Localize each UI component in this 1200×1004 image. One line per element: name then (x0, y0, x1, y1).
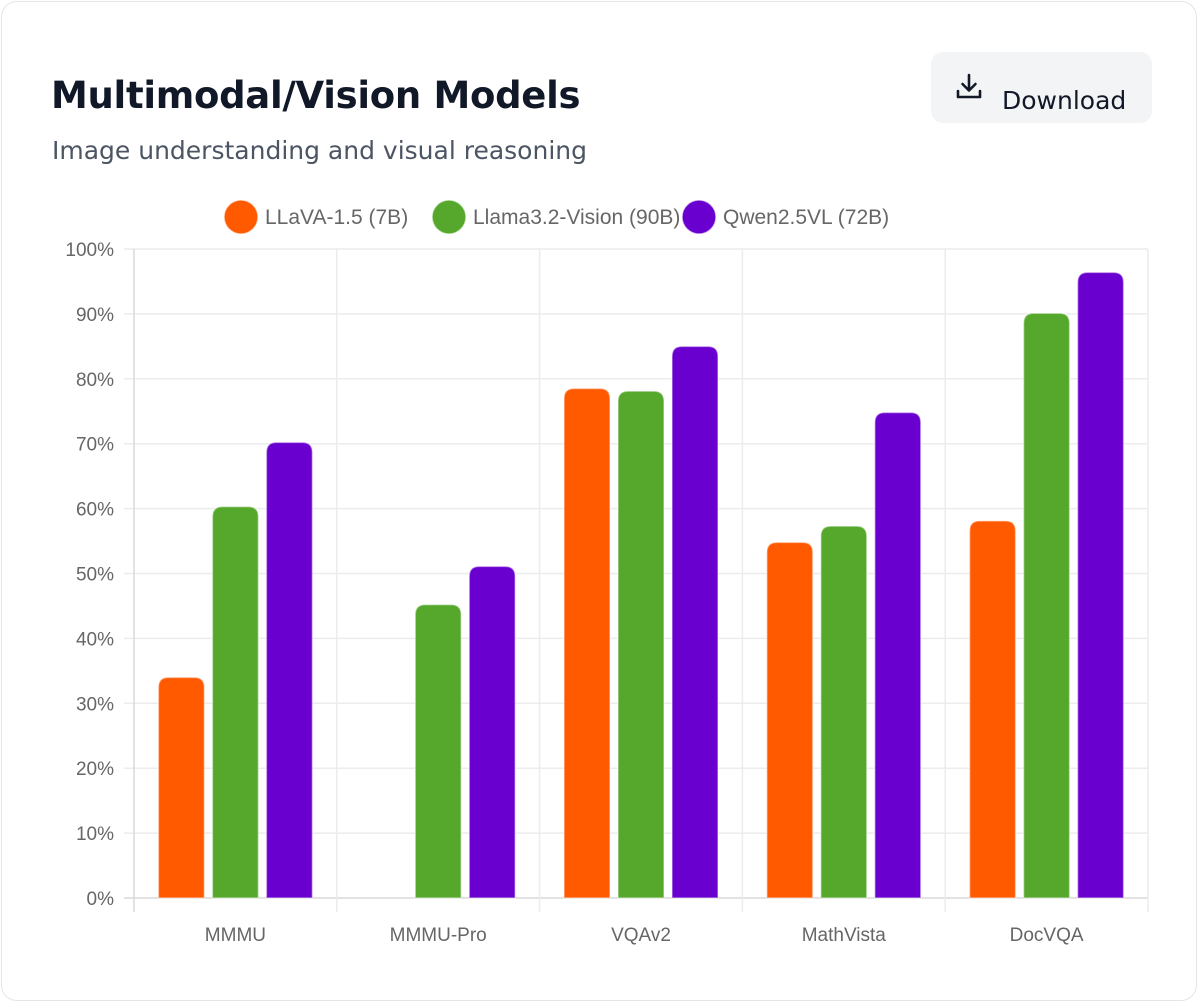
y-tick-label: 90% (76, 305, 114, 326)
download-label: Download (1002, 86, 1127, 115)
legend-label[interactable]: Llama3.2-Vision (90B) (473, 206, 680, 229)
legend-swatch (223, 199, 259, 235)
legend-label[interactable]: Qwen2.5VL (72B) (723, 206, 889, 229)
y-tick-label: 0% (87, 889, 115, 910)
y-tick-label: 20% (76, 759, 114, 780)
bar[interactable] (671, 345, 719, 899)
y-tick-label: 100% (65, 240, 114, 261)
y-tick-label: 70% (76, 435, 114, 456)
x-tick-label: MMMU (205, 925, 266, 946)
bar[interactable] (468, 565, 516, 899)
x-tick-label: DocVQA (1010, 925, 1084, 946)
bar[interactable] (968, 520, 1017, 899)
y-tick-label: 50% (76, 565, 114, 586)
page-title: Multimodal/Vision Models (51, 74, 581, 117)
x-tick-label: MathVista (802, 925, 887, 946)
download-icon (956, 73, 982, 99)
bar[interactable] (211, 505, 260, 899)
y-tick-label: 40% (76, 629, 114, 650)
bar[interactable] (820, 525, 868, 899)
download-button[interactable]: Download (931, 52, 1152, 123)
bar[interactable] (874, 411, 922, 899)
bar[interactable] (617, 390, 665, 899)
page-subtitle: Image understanding and visual reasoning (52, 136, 587, 165)
legend-swatch (431, 199, 467, 235)
y-tick-label: 60% (76, 500, 114, 521)
bar[interactable] (1022, 312, 1071, 899)
bar[interactable] (766, 541, 814, 899)
legend-swatch (681, 199, 717, 235)
y-tick-label: 30% (76, 694, 114, 715)
x-tick-label: VQAv2 (611, 925, 671, 946)
legend-label[interactable]: LLaVA-1.5 (7B) (265, 206, 408, 229)
bar[interactable] (1076, 271, 1125, 899)
bar[interactable] (563, 387, 611, 899)
bar[interactable] (414, 603, 462, 899)
bar[interactable] (265, 441, 314, 899)
y-tick-label: 10% (76, 824, 114, 845)
bar[interactable] (157, 676, 206, 899)
x-tick-label: MMMU-Pro (390, 925, 487, 946)
y-tick-label: 80% (76, 370, 114, 391)
